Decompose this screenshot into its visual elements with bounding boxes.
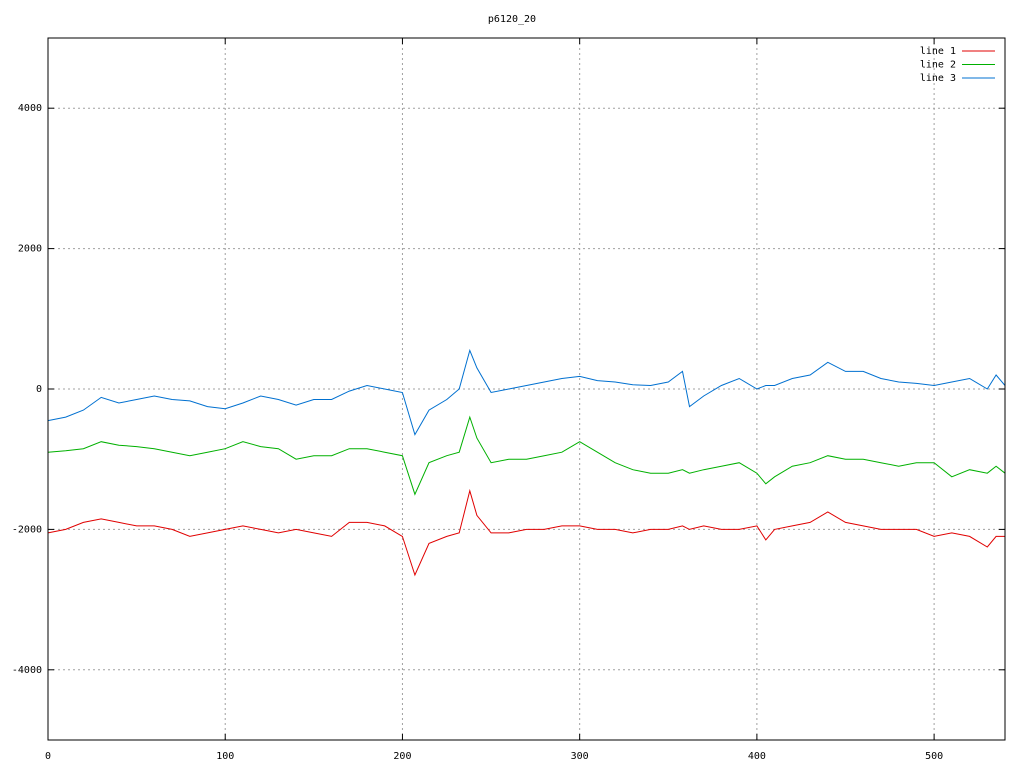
data-line	[47, 415, 1006, 496]
x-tick-label: 100	[216, 751, 234, 762]
legend-label: line 3	[920, 73, 956, 84]
chart-title: p6120_20	[488, 14, 536, 25]
legend-label: line 2	[920, 60, 956, 71]
x-tick-label: 300	[571, 751, 589, 762]
y-tick-label: 2000	[18, 244, 42, 255]
legend-label: line 1	[920, 46, 956, 57]
plot-border	[47, 37, 1006, 741]
data-line	[47, 488, 1005, 577]
y-tick-label: -4000	[12, 665, 42, 676]
y-tick-label: -2000	[12, 524, 42, 535]
x-tick-label: 500	[925, 751, 943, 762]
y-tick-label: 4000	[18, 103, 42, 114]
x-tick-label: 0	[45, 751, 51, 762]
y-tick-label: 0	[36, 384, 42, 395]
x-tick-label: 200	[393, 751, 411, 762]
x-tick-label: 400	[748, 751, 766, 762]
data-line	[47, 348, 1006, 436]
